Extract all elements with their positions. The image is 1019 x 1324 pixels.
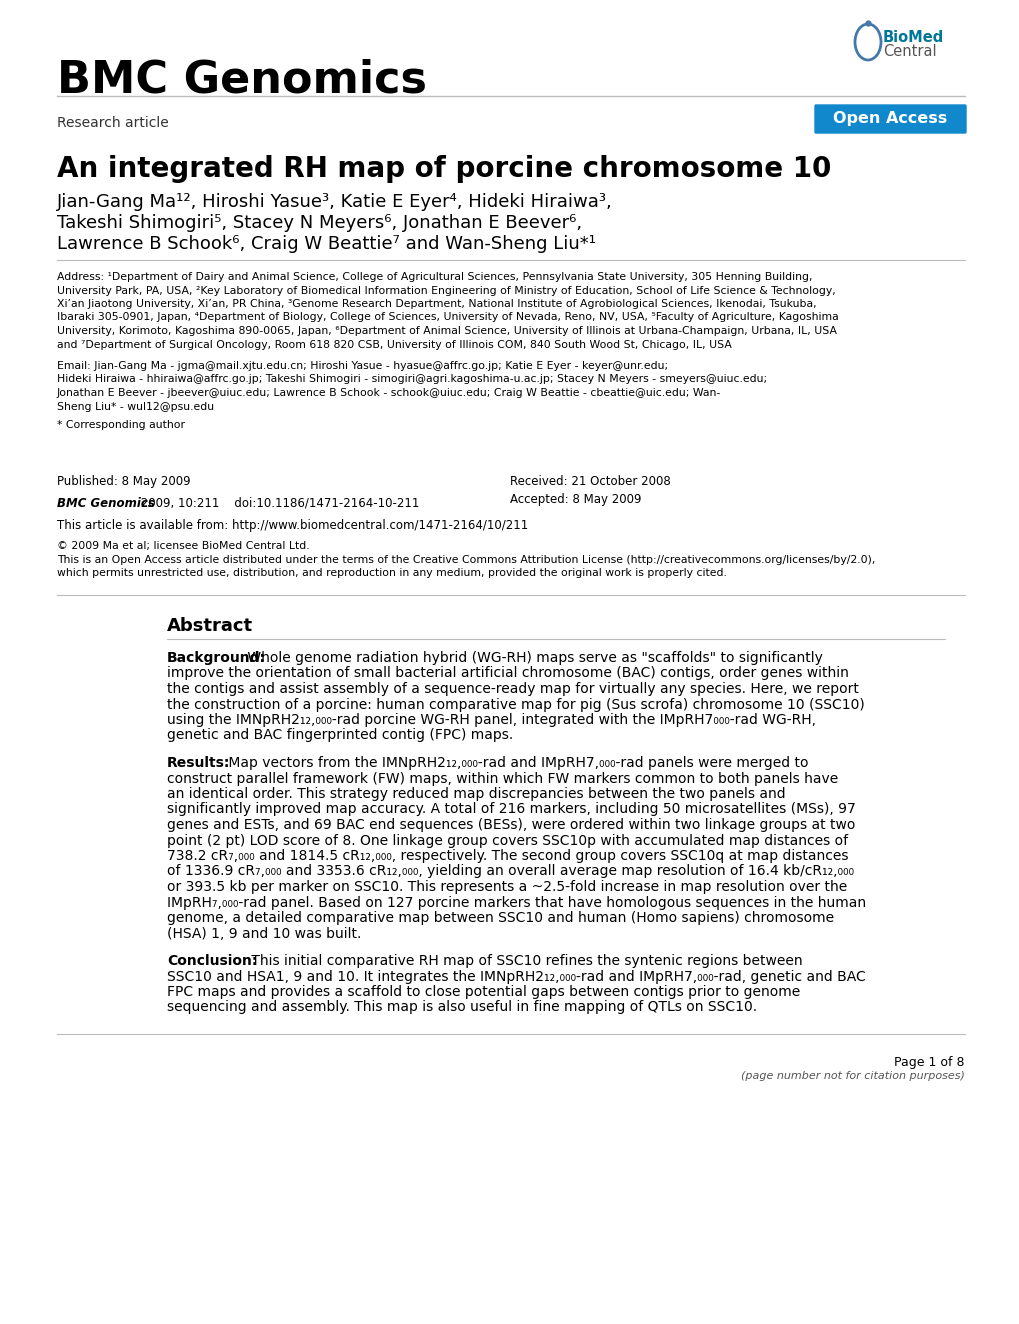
Text: IMpRH₇,₀₀₀-rad panel. Based on 127 porcine markers that have homologous sequence: IMpRH₇,₀₀₀-rad panel. Based on 127 porci…	[167, 895, 865, 910]
Text: © 2009 Ma et al; licensee BioMed Central Ltd.: © 2009 Ma et al; licensee BioMed Central…	[57, 542, 310, 551]
Text: which permits unrestricted use, distribution, and reproduction in any medium, pr: which permits unrestricted use, distribu…	[57, 568, 727, 579]
Text: Map vectors from the IMNpRH2₁₂,₀₀₀-rad and IMpRH7,₀₀₀-rad panels were merged to: Map vectors from the IMNpRH2₁₂,₀₀₀-rad a…	[224, 756, 808, 771]
Text: Central: Central	[882, 45, 935, 60]
Text: Whole genome radiation hybrid (WG-RH) maps serve as "scaffolds" to significantly: Whole genome radiation hybrid (WG-RH) ma…	[243, 651, 822, 665]
Text: and ⁷Department of Surgical Oncology, Room 618 820 CSB, University of Illinois C: and ⁷Department of Surgical Oncology, Ro…	[57, 339, 732, 350]
Text: Page 1 of 8: Page 1 of 8	[894, 1057, 964, 1068]
Text: (page number not for citation purposes): (page number not for citation purposes)	[741, 1071, 964, 1080]
Text: genome, a detailed comparative map between SSC10 and human (Homo sapiens) chromo: genome, a detailed comparative map betwe…	[167, 911, 834, 925]
Text: the construction of a porcine: human comparative map for pig (Sus scrofa) chromo: the construction of a porcine: human com…	[167, 698, 864, 711]
Text: point (2 pt) LOD score of 8. One linkage group covers SSC10p with accumulated ma: point (2 pt) LOD score of 8. One linkage…	[167, 834, 847, 847]
Text: Accepted: 8 May 2009: Accepted: 8 May 2009	[510, 493, 641, 506]
Text: genes and ESTs, and 69 BAC end sequences (BESs), were ordered within two linkage: genes and ESTs, and 69 BAC end sequences…	[167, 818, 855, 831]
Text: Jian-Gang Ma¹², Hiroshi Yasue³, Katie E Eyer⁴, Hideki Hiraiwa³,: Jian-Gang Ma¹², Hiroshi Yasue³, Katie E …	[57, 193, 612, 211]
Text: Open Access: Open Access	[833, 111, 947, 127]
Text: Xi’an Jiaotong University, Xi’an, PR China, ³Genome Research Department, Nationa: Xi’an Jiaotong University, Xi’an, PR Chi…	[57, 299, 816, 308]
Text: FPC maps and provides a scaffold to close potential gaps between contigs prior t: FPC maps and provides a scaffold to clos…	[167, 985, 800, 1000]
Text: an identical order. This strategy reduced map discrepancies between the two pane: an identical order. This strategy reduce…	[167, 786, 785, 801]
Text: significantly improved map accuracy. A total of 216 markers, including 50 micros: significantly improved map accuracy. A t…	[167, 802, 855, 817]
Text: This article is available from: http://www.biomedcentral.com/1471-2164/10/211: This article is available from: http://w…	[57, 519, 528, 532]
Text: An integrated RH map of porcine chromosome 10: An integrated RH map of porcine chromoso…	[57, 155, 830, 183]
Text: Background:: Background:	[167, 651, 266, 665]
Text: Results:: Results:	[167, 756, 230, 771]
Text: the contigs and assist assembly of a sequence-ready map for virtually any specie: the contigs and assist assembly of a seq…	[167, 682, 858, 696]
Text: Email: Jian-Gang Ma - jgma@mail.xjtu.edu.cn; Hiroshi Yasue - hyasue@affrc.go.jp;: Email: Jian-Gang Ma - jgma@mail.xjtu.edu…	[57, 361, 667, 371]
Text: Conclusion:: Conclusion:	[167, 955, 257, 968]
Text: Abstract: Abstract	[167, 617, 253, 636]
Text: construct parallel framework (FW) maps, within which FW markers common to both p: construct parallel framework (FW) maps, …	[167, 772, 838, 785]
Text: Address: ¹Department of Dairy and Animal Science, College of Agricultural Scienc: Address: ¹Department of Dairy and Animal…	[57, 271, 812, 282]
FancyBboxPatch shape	[814, 105, 965, 132]
Text: or 393.5 kb per marker on SSC10. This represents a ~2.5-fold increase in map res: or 393.5 kb per marker on SSC10. This re…	[167, 880, 847, 894]
Text: University Park, PA, USA, ²Key Laboratory of Biomedical Information Engineering : University Park, PA, USA, ²Key Laborator…	[57, 286, 835, 295]
Text: Published: 8 May 2009: Published: 8 May 2009	[57, 475, 191, 489]
Text: 2009, 10:211    doi:10.1186/1471-2164-10-211: 2009, 10:211 doi:10.1186/1471-2164-10-21…	[137, 496, 419, 510]
Text: of 1336.9 cR₇,₀₀₀ and 3353.6 cR₁₂,₀₀₀, yielding an overall average map resolutio: of 1336.9 cR₇,₀₀₀ and 3353.6 cR₁₂,₀₀₀, y…	[167, 865, 853, 879]
Text: Jonathan E Beever - jbeever@uiuc.edu; Lawrence B Schook - schook@uiuc.edu; Craig: Jonathan E Beever - jbeever@uiuc.edu; La…	[57, 388, 720, 399]
Text: Hideki Hiraiwa - hhiraiwa@affrc.go.jp; Takeshi Shimogiri - simogiri@agri.kagoshi: Hideki Hiraiwa - hhiraiwa@affrc.go.jp; T…	[57, 375, 766, 384]
Text: (HSA) 1, 9 and 10 was built.: (HSA) 1, 9 and 10 was built.	[167, 927, 361, 940]
Text: * Corresponding author: * Corresponding author	[57, 420, 184, 430]
Text: BMC Genomics: BMC Genomics	[57, 58, 427, 102]
Text: 738.2 cR₇,₀₀₀ and 1814.5 cR₁₂,₀₀₀, respectively. The second group covers SSC10q : 738.2 cR₇,₀₀₀ and 1814.5 cR₁₂,₀₀₀, respe…	[167, 849, 848, 863]
Text: This is an Open Access article distributed under the terms of the Creative Commo: This is an Open Access article distribut…	[57, 555, 874, 565]
Text: This initial comparative RH map of SSC10 refines the syntenic regions between: This initial comparative RH map of SSC10…	[247, 955, 802, 968]
Text: Received: 21 October 2008: Received: 21 October 2008	[510, 475, 671, 489]
Text: sequencing and assembly. This map is also useful in fine mapping of QTLs on SSC1: sequencing and assembly. This map is als…	[167, 1001, 756, 1014]
Text: BioMed: BioMed	[882, 30, 944, 45]
Text: using the IMNpRH2₁₂,₀₀₀-rad porcine WG-RH panel, integrated with the IMpRH7₀₀₀-r: using the IMNpRH2₁₂,₀₀₀-rad porcine WG-R…	[167, 714, 815, 727]
Text: Takeshi Shimogiri⁵, Stacey N Meyers⁶, Jonathan E Beever⁶,: Takeshi Shimogiri⁵, Stacey N Meyers⁶, Jo…	[57, 214, 582, 232]
Text: University, Korimoto, Kagoshima 890-0065, Japan, ⁶Department of Animal Science, : University, Korimoto, Kagoshima 890-0065…	[57, 326, 837, 336]
Text: Sheng Liu* - wul12@psu.edu: Sheng Liu* - wul12@psu.edu	[57, 401, 214, 412]
Text: Research article: Research article	[57, 117, 168, 130]
Text: SSC10 and HSA1, 9 and 10. It integrates the IMNpRH2₁₂,₀₀₀-rad and IMpRH7,₀₀₀-rad: SSC10 and HSA1, 9 and 10. It integrates …	[167, 969, 865, 984]
Text: Lawrence B Schook⁶, Craig W Beattie⁷ and Wan-Sheng Liu*¹: Lawrence B Schook⁶, Craig W Beattie⁷ and…	[57, 234, 595, 253]
Text: genetic and BAC fingerprinted contig (FPC) maps.: genetic and BAC fingerprinted contig (FP…	[167, 728, 513, 743]
Text: Ibaraki 305-0901, Japan, ⁴Department of Biology, College of Sciences, University: Ibaraki 305-0901, Japan, ⁴Department of …	[57, 312, 838, 323]
Text: BMC Genomics: BMC Genomics	[57, 496, 155, 510]
Text: improve the orientation of small bacterial artificial chromosome (BAC) contigs, : improve the orientation of small bacteri…	[167, 666, 848, 681]
